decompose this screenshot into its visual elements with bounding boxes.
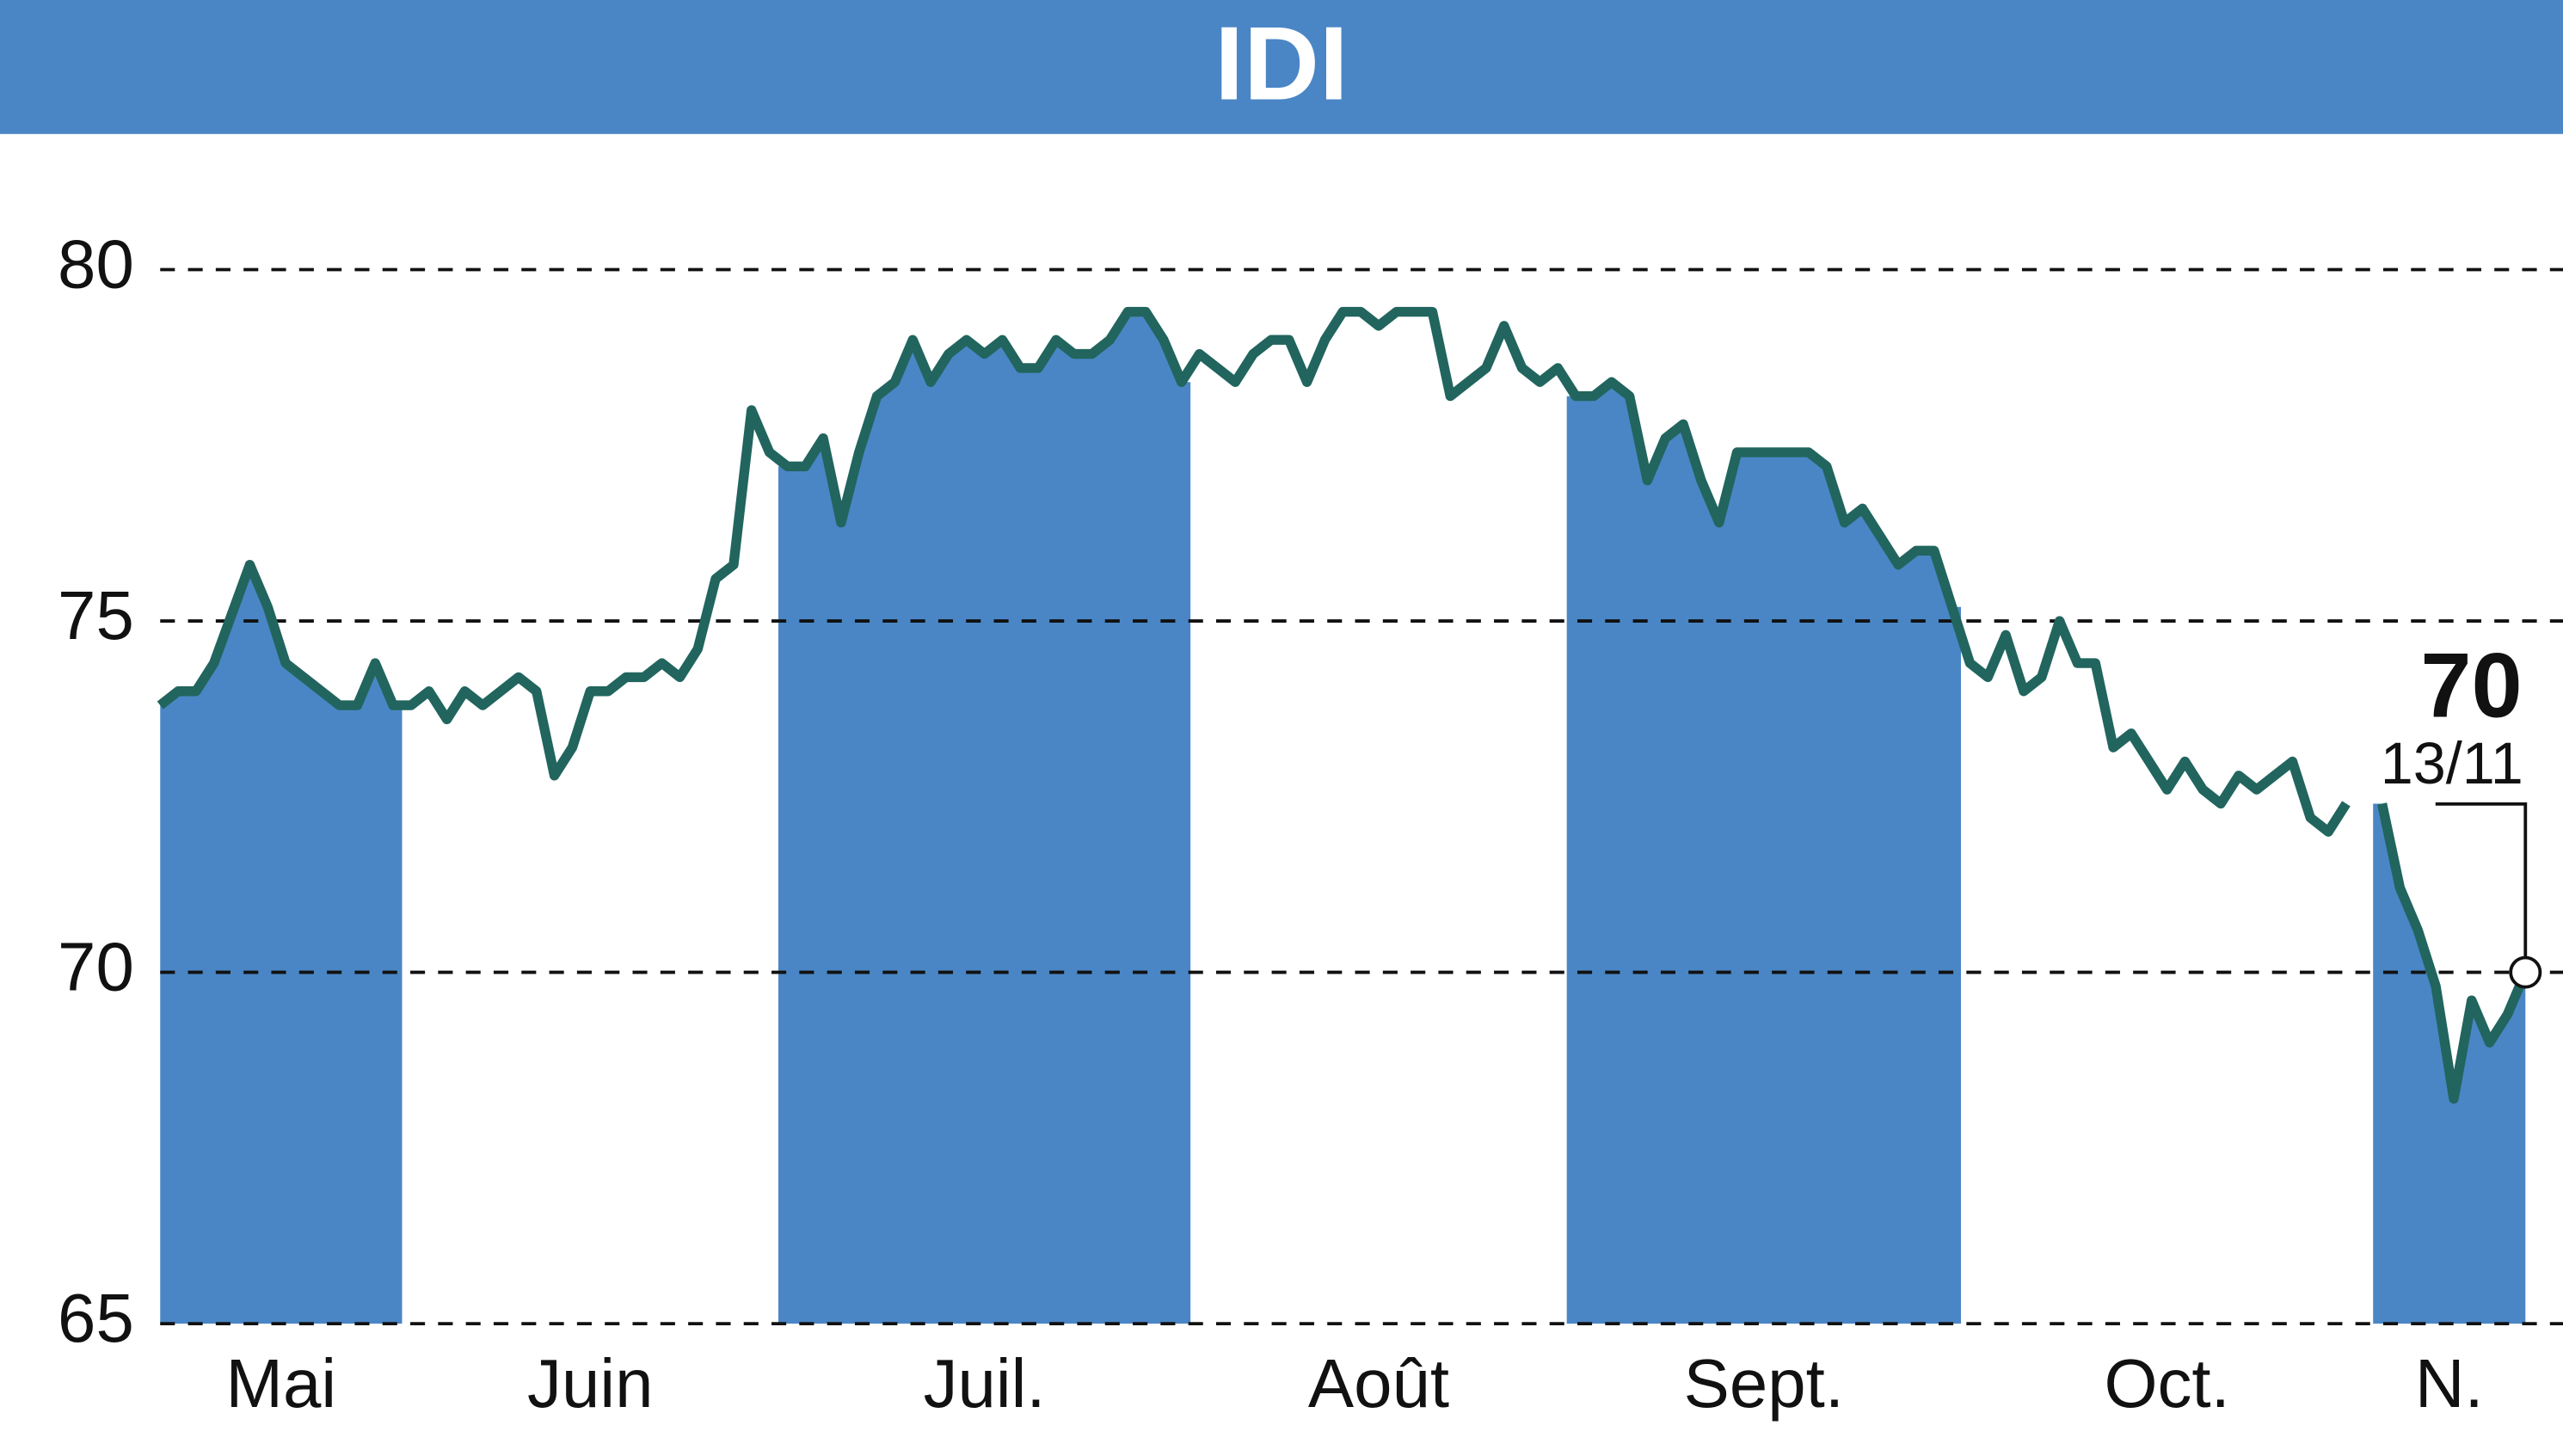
y-tick-label: 65 bbox=[58, 1280, 134, 1356]
last-date-label: 13/11 bbox=[2381, 731, 2523, 796]
x-tick-label: Mai bbox=[226, 1345, 337, 1422]
month-area bbox=[778, 311, 1191, 1324]
month-area bbox=[160, 564, 403, 1324]
x-tick-label: Juin bbox=[527, 1345, 653, 1422]
last-value-label: 70 bbox=[2420, 635, 2522, 737]
title-bar bbox=[0, 0, 2563, 134]
x-tick-label: Août bbox=[1308, 1345, 1449, 1422]
y-tick-label: 70 bbox=[58, 929, 134, 1005]
callout-line bbox=[2435, 802, 2528, 973]
month-area bbox=[2373, 803, 2526, 1324]
month-area bbox=[1566, 382, 1962, 1324]
last-point bbox=[2509, 955, 2542, 989]
x-tick-label: Oct. bbox=[2104, 1345, 2229, 1422]
price-line bbox=[157, 306, 2530, 1104]
chart-title: IDI bbox=[1214, 5, 1348, 122]
x-tick-label: Juil. bbox=[924, 1345, 1046, 1422]
y-tick-label: 80 bbox=[58, 226, 134, 303]
x-tick-label: Sept. bbox=[1684, 1345, 1844, 1422]
y-tick-label: 75 bbox=[58, 577, 134, 654]
x-tick-label: N. bbox=[2415, 1345, 2484, 1422]
